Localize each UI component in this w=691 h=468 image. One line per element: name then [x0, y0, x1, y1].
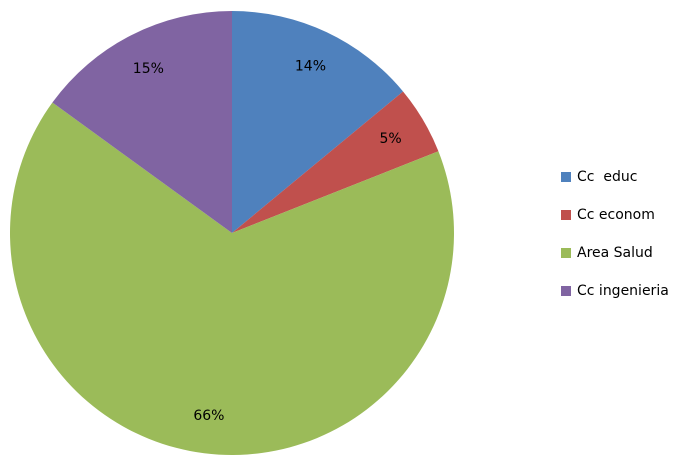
legend-label: Cc ingenieria: [577, 283, 669, 299]
legend-label: Area Salud: [577, 245, 653, 261]
legend-swatch: [561, 248, 571, 258]
pie-slice: [52, 11, 233, 233]
data-label: 66%: [193, 408, 224, 424]
legend-label: Cc econom: [577, 207, 655, 223]
legend-swatch: [561, 172, 571, 182]
pie-slice: [232, 11, 404, 233]
data-label: 14%: [295, 58, 326, 74]
legend-label: Cc educ: [577, 169, 637, 185]
pie-slice: [10, 102, 455, 456]
data-label: 15%: [133, 61, 164, 77]
legend-swatch: [561, 286, 571, 296]
data-label: 5%: [379, 131, 401, 147]
pie-slice: [232, 91, 439, 233]
legend-swatch: [561, 210, 571, 220]
